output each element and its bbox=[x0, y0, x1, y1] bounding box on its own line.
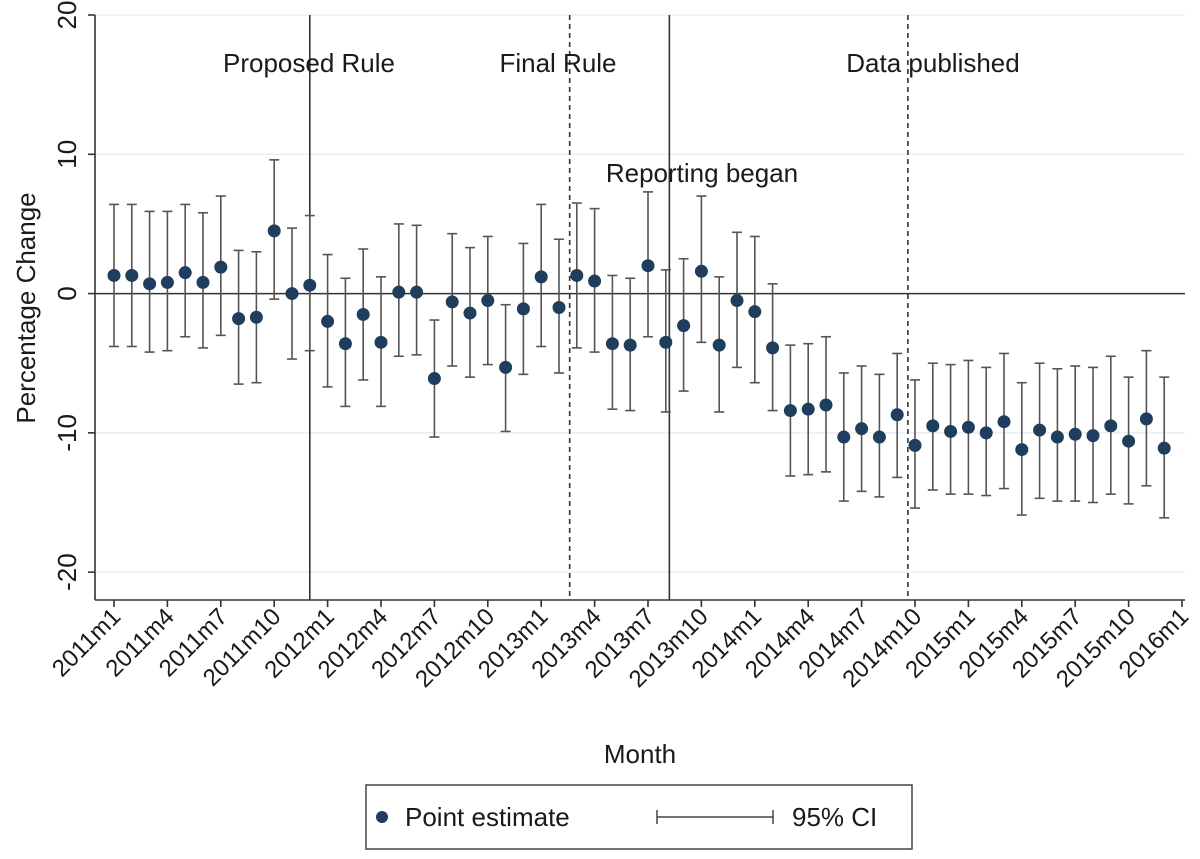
point-estimate bbox=[1015, 443, 1029, 457]
point-estimate bbox=[712, 338, 726, 352]
point-estimate bbox=[961, 420, 975, 434]
y-tick-label: 10 bbox=[52, 140, 82, 169]
point-estimate bbox=[926, 419, 940, 433]
point-estimate bbox=[552, 301, 566, 314]
point-series bbox=[107, 224, 1171, 457]
point-estimate bbox=[267, 224, 281, 238]
point-estimate bbox=[445, 295, 459, 309]
point-estimate bbox=[1033, 423, 1047, 437]
point-estimate bbox=[1122, 434, 1136, 448]
point-estimate bbox=[908, 438, 922, 452]
point-estimate bbox=[1068, 427, 1082, 441]
point-estimate bbox=[997, 415, 1011, 429]
point-estimate bbox=[801, 402, 815, 416]
point-estimate bbox=[392, 285, 406, 299]
point-estimate bbox=[427, 372, 441, 386]
legend-box bbox=[365, 784, 913, 850]
legend: Point estimate 95% CI bbox=[365, 784, 913, 850]
y-axis-title: Percentage Change bbox=[11, 192, 41, 423]
point-estimate bbox=[160, 275, 174, 289]
proposed-rule-label: Proposed Rule bbox=[223, 48, 395, 78]
point-estimate bbox=[125, 268, 139, 282]
legend-point-label: Point estimate bbox=[405, 802, 570, 832]
point-estimate bbox=[499, 360, 513, 374]
y-tick-label: 20 bbox=[52, 1, 82, 30]
point-estimate bbox=[623, 338, 637, 352]
data-published-label: Data published bbox=[846, 48, 1019, 78]
point-estimate bbox=[730, 294, 744, 308]
point-estimate bbox=[463, 306, 477, 320]
point-estimate bbox=[178, 266, 192, 280]
final-rule-label: Final Rule bbox=[499, 48, 616, 78]
point-estimate bbox=[1157, 441, 1171, 455]
point-estimate bbox=[285, 287, 299, 301]
y-tick-label: -10 bbox=[52, 414, 82, 452]
point-estimate bbox=[303, 278, 317, 292]
point-estimate bbox=[1139, 412, 1153, 426]
point-estimate bbox=[783, 404, 797, 418]
point-estimate bbox=[516, 302, 530, 316]
point-estimate bbox=[356, 307, 370, 321]
point-estimate bbox=[641, 259, 655, 273]
point-estimate bbox=[374, 335, 388, 349]
legend-point-marker bbox=[376, 811, 388, 823]
point-estimate bbox=[143, 277, 157, 291]
point-estimate bbox=[588, 274, 602, 288]
point-estimate bbox=[410, 285, 424, 299]
point-estimate bbox=[196, 275, 210, 289]
point-estimate bbox=[748, 305, 762, 319]
point-estimate bbox=[979, 426, 993, 440]
point-estimate bbox=[605, 337, 619, 351]
point-estimate bbox=[232, 312, 246, 326]
point-estimate bbox=[944, 424, 958, 438]
annotation-labels: Proposed Rule Final Rule Reporting began Da… bbox=[223, 48, 1020, 188]
point-estimate bbox=[837, 430, 851, 444]
point-estimate bbox=[570, 268, 584, 282]
point-estimate bbox=[534, 270, 548, 284]
y-tick-label: -20 bbox=[52, 553, 82, 591]
point-estimate bbox=[819, 398, 833, 412]
point-estimate bbox=[1050, 430, 1064, 444]
point-estimate bbox=[249, 310, 263, 324]
point-estimate bbox=[481, 294, 495, 308]
point-estimate bbox=[214, 260, 228, 274]
point-estimate bbox=[872, 430, 886, 444]
reporting-began-label: Reporting began bbox=[606, 158, 798, 188]
point-estimate bbox=[107, 268, 121, 282]
point-estimate bbox=[677, 319, 691, 333]
point-estimate bbox=[321, 314, 335, 328]
point-estimate bbox=[1086, 429, 1100, 443]
point-estimate bbox=[890, 408, 904, 422]
x-axis-title: Month bbox=[604, 739, 676, 769]
point-estimate bbox=[855, 422, 869, 436]
point-estimate bbox=[1104, 419, 1118, 433]
point-estimate bbox=[338, 337, 352, 351]
point-estimate bbox=[659, 335, 673, 349]
legend-ci-label: 95% CI bbox=[792, 802, 877, 832]
point-estimate bbox=[694, 264, 708, 278]
y-tick-label: 0 bbox=[52, 286, 82, 300]
point-estimate bbox=[766, 341, 780, 355]
